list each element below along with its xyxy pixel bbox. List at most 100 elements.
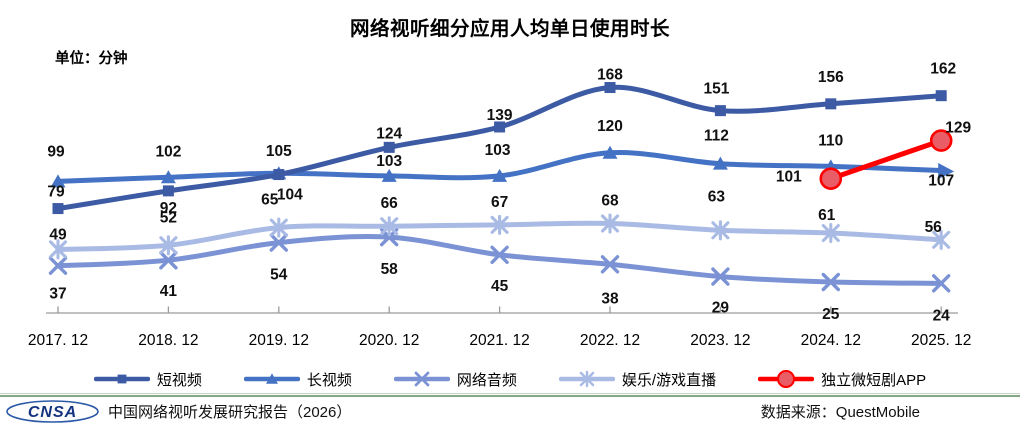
data-point-marker-square [162, 185, 174, 197]
x-axis-label: 2022. 12 [580, 332, 640, 349]
data-point-marker-triangle [712, 156, 728, 170]
data-point-marker-square [273, 169, 285, 181]
series-online-audio [48, 227, 951, 293]
data-label: 120 [597, 118, 623, 135]
series-online-audio-legend-swatch-icon [393, 371, 450, 387]
data-label: 101 [776, 169, 802, 186]
data-point-marker-star [932, 229, 951, 250]
data-label: 54 [270, 267, 288, 284]
series-line [828, 138, 944, 182]
data-point-marker-circle [777, 370, 796, 388]
x-axis-label: 2019. 12 [249, 332, 309, 349]
series-long-video-legend-swatch-icon [243, 373, 300, 384]
data-label: 112 [704, 128, 729, 145]
data-labels: 99 102 105 103 103 120 112 110 107 [47, 118, 954, 190]
data-point-marker-x [600, 255, 620, 274]
data-point-marker-star [711, 220, 730, 241]
legend-item: 网络音频 [393, 369, 517, 390]
data-label: 25 [822, 306, 840, 323]
series-short-video [52, 82, 947, 215]
legend-label: 长视频 [306, 371, 352, 389]
data-label: 56 [925, 219, 943, 236]
data-point-marker-triangle [492, 168, 508, 182]
data-label: 52 [160, 209, 177, 226]
data-point-marker-square [52, 203, 64, 215]
data-label: 168 [597, 67, 623, 84]
series-entertainment-game-live-legend-swatch-icon [558, 370, 615, 388]
legend-label: 娱乐/游戏直播 [621, 371, 717, 389]
x-axis-label: 2023. 12 [690, 332, 750, 349]
data-point-marker-triangle [602, 145, 618, 159]
data-point-marker-x [414, 371, 430, 387]
data-labels: 101 129 [776, 120, 972, 186]
x-axis-label: 2018. 12 [138, 332, 198, 349]
data-point-marker-x [48, 256, 68, 275]
data-point-marker-square [383, 141, 395, 153]
x-axis-label: 2024. 12 [801, 332, 861, 349]
x-axis-label: 2021. 12 [469, 332, 529, 349]
data-point-marker-star [380, 216, 399, 237]
line-arrow-end-icon [938, 162, 955, 179]
data-label: 156 [818, 69, 844, 86]
data-point-marker-x [269, 233, 288, 252]
data-label: 162 [930, 61, 956, 78]
data-source-label: 数据来源：QuestMobile [760, 404, 920, 421]
x-axis-label: 2017. 12 [28, 332, 88, 349]
data-point-marker-star [159, 235, 178, 256]
data-point-marker-circle [819, 167, 843, 190]
data-label: 68 [601, 193, 619, 210]
data-point-marker-star [821, 222, 840, 244]
data-label: 38 [601, 290, 619, 307]
data-label: 45 [491, 278, 509, 295]
data-point-marker-square [604, 82, 616, 94]
data-point-marker-star [269, 217, 288, 238]
series-micro-drama-app [819, 129, 953, 190]
data-labels: 49 52 65 66 67 68 63 61 56 [49, 188, 942, 243]
legend-label: 独立微短剧APP [821, 371, 927, 389]
data-label: 124 [376, 125, 402, 142]
data-point-marker-circle [929, 129, 953, 152]
data-labels: 79 92 104 124 139 168 151 156 162 [47, 61, 956, 217]
data-label: 105 [266, 143, 292, 160]
series-entertainment-game-live [48, 213, 951, 260]
footer-branding: CNSA 中国网络视听发展研究报告（2026） [6, 400, 351, 423]
data-label: 29 [712, 300, 730, 317]
data-label: 79 [47, 184, 65, 201]
data-label: 107 [928, 172, 954, 189]
x-axis-label: 2025. 12 [911, 332, 971, 349]
legend-label: 网络音频 [456, 371, 517, 389]
legend-item: 短视频 [93, 369, 202, 390]
data-label: 65 [261, 192, 279, 209]
data-label: 104 [277, 187, 303, 204]
report-title: 中国网络视听发展研究报告（2026） [108, 404, 352, 421]
legend-item: 长视频 [243, 369, 352, 390]
data-label: 63 [708, 188, 726, 205]
unit-label: 单位：分钟 [55, 51, 128, 67]
data-point-marker-x [711, 267, 730, 286]
data-point-marker-square [935, 90, 947, 102]
data-label: 139 [487, 107, 513, 124]
data-point-marker-square [825, 98, 837, 110]
data-point-marker-star [579, 370, 595, 388]
data-label: 67 [491, 194, 508, 211]
line-chart: 2017. 12 2018. 12 2019. 12 2020. 12 2021. 12… [28, 61, 972, 349]
footer: CNSA 中国网络视听发展研究报告（2026） 数据来源：QuestMobile [0, 398, 1020, 425]
data-point-marker-x [821, 272, 840, 292]
data-labels: 37 41 54 58 45 38 29 25 24 [49, 261, 950, 324]
data-point-marker-x [490, 245, 509, 264]
data-label: 99 [47, 143, 65, 160]
series-short-video-legend-swatch-icon [93, 374, 150, 384]
cnsa-logo-icon: CNSA [6, 400, 99, 423]
data-label: 66 [381, 195, 399, 212]
data-label: 37 [49, 286, 66, 303]
data-label: 92 [160, 200, 177, 217]
data-point-marker-star [48, 239, 68, 260]
data-label: 103 [485, 142, 511, 159]
data-point-marker-x [932, 274, 951, 293]
data-label: 61 [818, 207, 836, 224]
data-point-marker-star [600, 213, 620, 234]
data-label: 103 [376, 153, 402, 170]
data-label: 110 [818, 132, 843, 149]
data-label: 151 [703, 81, 729, 98]
